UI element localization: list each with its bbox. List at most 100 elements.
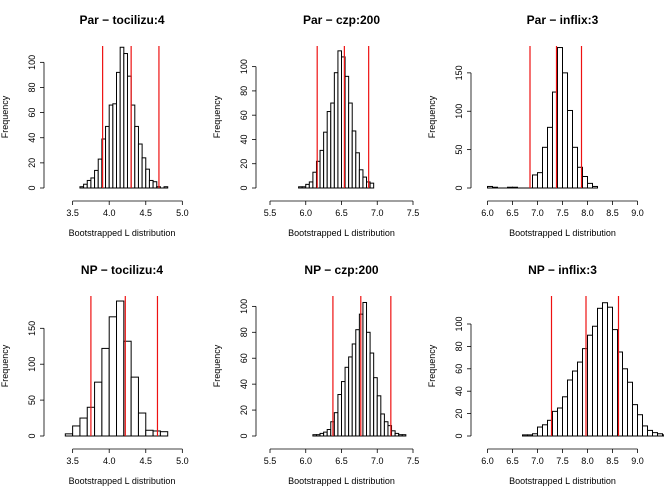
histogram-bar: [527, 434, 533, 437]
chart-panel-2: Par − czp:200 5.5 6.0 6.5 7.0 7.5 Bootstrapped…: [212, 13, 419, 238]
histogram-bar: [315, 434, 321, 437]
x-axis-label: Bootstrapped L distribution: [509, 476, 616, 486]
x-tick-label: 3.5: [66, 456, 79, 466]
histogram-bar: [627, 381, 633, 437]
x-tick-label: 7.5: [556, 456, 569, 466]
histogram-bar: [487, 185, 493, 189]
histogram-bar: [612, 329, 618, 437]
histogram-bar: [562, 396, 568, 437]
chart-panel-1: Par − tocilizu:4 3.5 4.0 4.5 5.0Bootstrapped…: [0, 13, 189, 238]
histogram-bar: [141, 157, 147, 189]
histogram-bar: [398, 434, 403, 437]
y-tick-label: 100: [454, 316, 464, 331]
chart-title: Par − inflix:3: [527, 13, 599, 27]
x-tick-label: 5.0: [176, 208, 189, 218]
x-axis-label: Bootstrapped L distribution: [69, 228, 176, 238]
histogram-bar: [330, 102, 335, 189]
chart-panel-4: NP − tocilizu:4 3.5 4.0 4.5 5.0Bootstrapped …: [0, 263, 189, 486]
x-axis-label: Bootstrapped L distribution: [509, 228, 616, 238]
y-axis-label: Frequency: [427, 95, 437, 138]
histogram-bar: [642, 425, 648, 437]
histogram-bar: [90, 177, 96, 189]
x-tick-label: 8.0: [581, 208, 594, 218]
y-tick-label: 20: [27, 158, 37, 168]
x-tick-label: 6.5: [506, 208, 519, 218]
x-tick-label: 7.0: [531, 208, 544, 218]
histogram-bar: [137, 143, 143, 189]
histogram-bar: [537, 172, 543, 189]
histogram-bar: [94, 381, 103, 437]
histogram-bar: [380, 413, 385, 437]
histogram-bar: [326, 429, 332, 437]
histogram-bar: [312, 171, 317, 189]
histogram-bar: [582, 348, 588, 437]
histogram-bar: [348, 356, 353, 437]
histogram-bar: [362, 301, 368, 437]
histogram-bar: [532, 433, 538, 437]
histogram-bar: [567, 379, 573, 437]
y-tick-label: 60: [239, 353, 249, 363]
histogram-bar: [622, 368, 628, 437]
x-tick-label: 7.5: [556, 208, 569, 218]
x-tick-label: 8.5: [606, 456, 619, 466]
histogram-bar: [152, 430, 161, 437]
histogram-bar: [657, 433, 663, 437]
histogram-bar: [567, 109, 573, 189]
histogram-bar: [72, 425, 81, 437]
x-tick-label: 5.5: [264, 456, 277, 466]
histogram-bar: [602, 302, 608, 437]
y-tick-label: 60: [454, 364, 464, 374]
chart-panel-5: NP − czp:200 5.5 6.0 6.5 7.0 7.5 Bootstrapped …: [212, 263, 419, 486]
y-tick-label: 100: [27, 55, 37, 70]
histogram-bar: [394, 432, 400, 437]
x-tick-label: 6.0: [481, 208, 494, 218]
chart-title: NP − inflix:3: [528, 263, 597, 277]
histogram-bar: [587, 334, 593, 437]
histogram-bar: [108, 316, 118, 437]
x-tick-label: 8.0: [581, 456, 594, 466]
y-tick-label: 150: [27, 321, 37, 336]
x-tick-label: 6.5: [506, 456, 519, 466]
y-tick-label: 0: [239, 433, 249, 438]
x-tick-label: 7.5: [407, 208, 420, 218]
histogram-bar: [582, 175, 588, 189]
histogram-bar: [83, 183, 88, 189]
y-tick-label: 80: [27, 82, 37, 92]
x-tick-label: 6.0: [481, 456, 494, 466]
y-tick-label: 100: [27, 357, 37, 372]
histogram-bar: [592, 325, 598, 437]
x-tick-label: 7.5: [407, 456, 420, 466]
histogram-bar: [547, 126, 553, 189]
histogram-bar: [326, 111, 332, 189]
x-tick-label: 4.5: [140, 456, 153, 466]
histogram-bar: [337, 394, 342, 437]
y-axis-label: Frequency: [212, 344, 222, 387]
histogram-bar: [123, 53, 128, 189]
histogram-bar: [592, 185, 598, 189]
x-tick-label: 6.0: [299, 208, 312, 218]
histogram-bar: [552, 410, 558, 437]
x-tick-label: 4.0: [103, 208, 116, 218]
chart-panel-6: NP − inflix:3 6.0 6.5 7.0 7.5 8.0 8.5 9.0 Bootst…: [427, 263, 664, 486]
histogram-bar: [145, 429, 154, 437]
histogram-bar: [577, 361, 583, 437]
y-axis-label: Frequency: [427, 344, 437, 387]
histogram-bar: [401, 434, 407, 437]
x-tick-label: 9.0: [631, 456, 644, 466]
y-tick-label: 50: [454, 145, 464, 155]
y-axis-label: Frequency: [0, 344, 10, 387]
histogram-bar: [355, 152, 360, 189]
y-tick-label: 0: [27, 185, 37, 190]
y-tick-label: 20: [239, 405, 249, 415]
y-tick-label: 40: [27, 133, 37, 143]
histogram-bar: [355, 329, 360, 437]
y-tick-label: 60: [27, 108, 37, 118]
histogram-bar: [97, 158, 103, 189]
histogram-bar: [542, 146, 548, 189]
histogram-bar: [94, 169, 99, 189]
y-tick-label: 100: [454, 104, 464, 119]
y-tick-label: 0: [454, 185, 464, 190]
y-tick-label: 0: [454, 433, 464, 438]
histogram-bar: [562, 72, 568, 189]
